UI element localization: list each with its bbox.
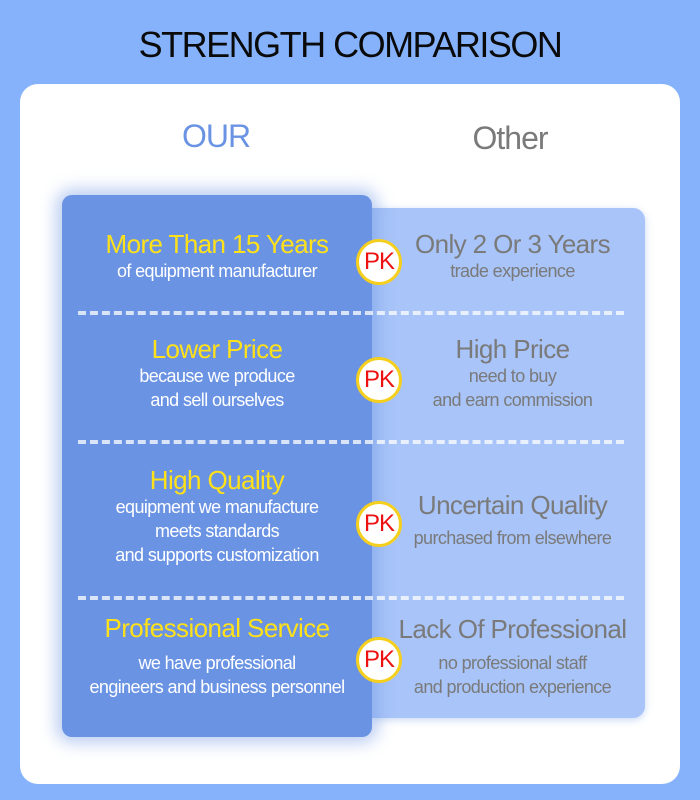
our-heading: High Quality (149, 465, 285, 495)
pk-badge: PK (356, 357, 402, 403)
other-heading: High Price (455, 334, 571, 364)
our-line: engineers and business personnel (89, 677, 346, 697)
other-row-2: High Price need to buy and earn commissi… (380, 334, 645, 412)
other-heading: Lack Of Professional (398, 614, 628, 644)
pk-badge: PK (356, 239, 402, 285)
other-row-4: Lack Of Professional no professional sta… (380, 614, 645, 699)
other-row-3: Uncertain Quality purchased from elsewhe… (380, 490, 645, 550)
our-panel (62, 195, 372, 737)
other-line: purchased from elsewhere (413, 528, 612, 548)
our-row-2: Lower Price because we produce and sell … (62, 334, 372, 412)
our-column-heading: OUR (181, 118, 251, 154)
other-heading: Only 2 Or 3 Years (414, 229, 611, 259)
other-row-1: Only 2 Or 3 Years trade experience (380, 229, 645, 283)
row-divider (78, 596, 624, 600)
our-line: equipment we manufacture (115, 497, 319, 517)
our-row-1: More Than 15 Years of equipment manufact… (62, 229, 372, 283)
our-heading: Professional Service (104, 613, 331, 643)
our-line: we have professional (138, 653, 296, 673)
other-line: trade experience (450, 261, 575, 281)
our-line: because we produce (139, 366, 295, 386)
other-heading: Uncertain Quality (417, 490, 608, 520)
other-line: and production experience (413, 677, 612, 697)
our-heading: More Than 15 Years (105, 229, 329, 259)
our-row-4: Professional Service we have professiona… (62, 613, 372, 699)
row-divider (78, 311, 624, 315)
our-line: of equipment manufacturer (116, 261, 318, 281)
our-line: and supports customization (115, 545, 319, 565)
other-panel (372, 208, 645, 718)
our-row-3: High Quality equipment we manufacture me… (62, 465, 372, 567)
pk-badge: PK (356, 501, 402, 547)
pk-badge: PK (356, 637, 402, 683)
our-heading: Lower Price (151, 334, 283, 364)
other-line: no professional staff (438, 653, 587, 673)
page-title: STRENGTH COMPARISON (138, 24, 563, 65)
other-line: and earn commission (432, 390, 593, 410)
other-line: need to buy (468, 366, 557, 386)
our-line: meets standards (154, 521, 280, 541)
our-line: and sell ourselves (150, 390, 284, 410)
row-divider (78, 440, 624, 444)
other-column-heading: Other (472, 120, 548, 156)
